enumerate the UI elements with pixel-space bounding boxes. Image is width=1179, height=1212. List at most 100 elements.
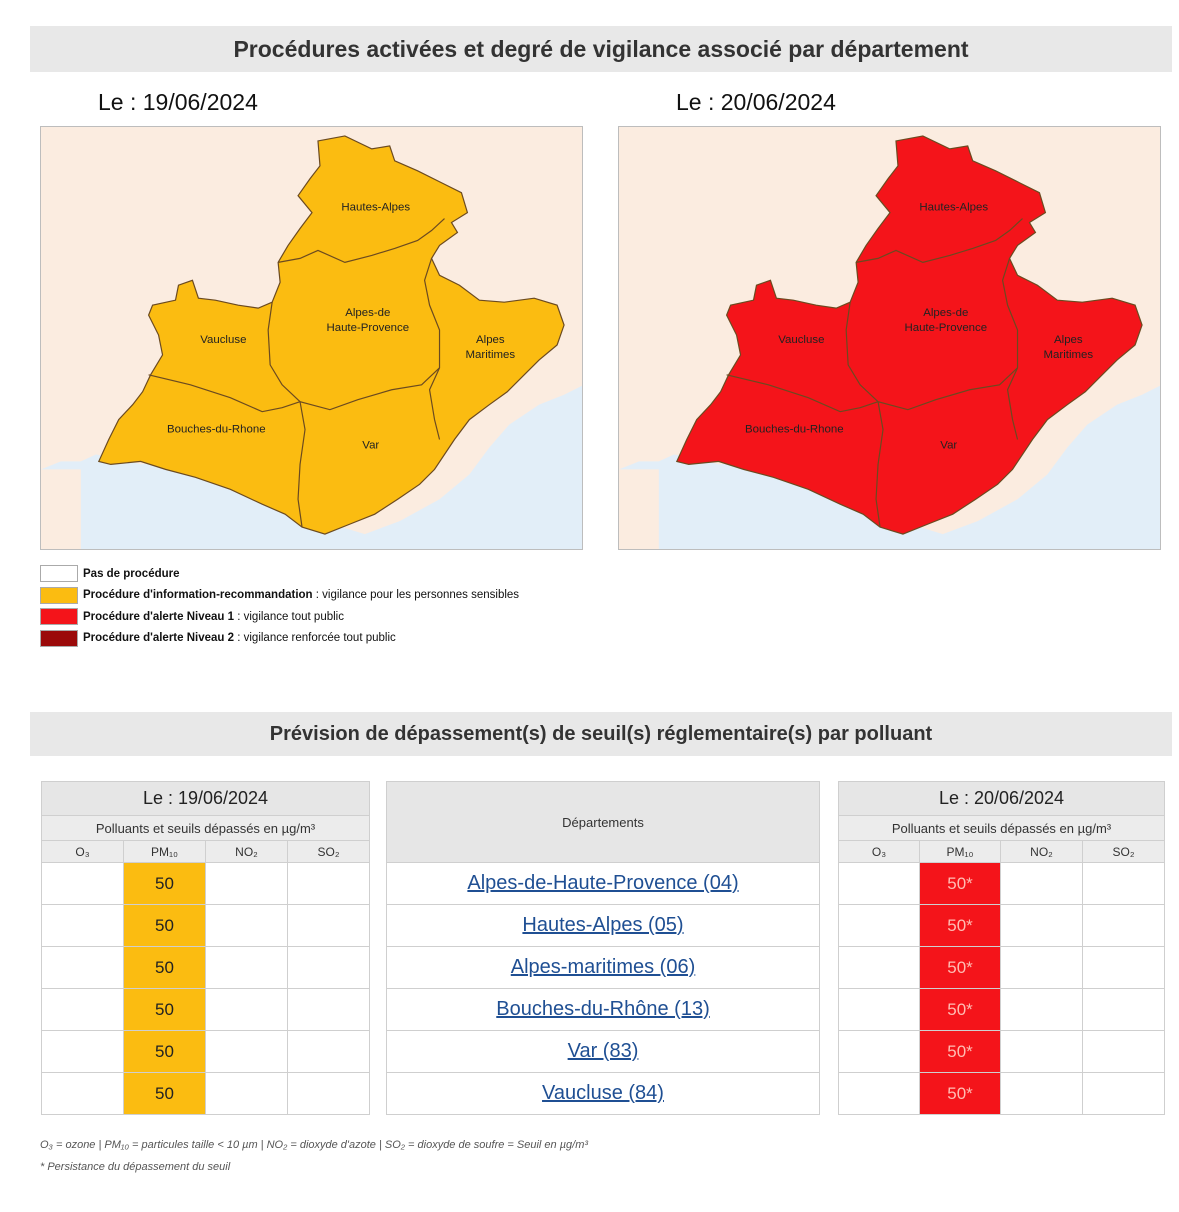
map2-date: Le : 20/06/2024 — [676, 89, 836, 115]
empty-cell — [1082, 862, 1165, 905]
table-row: 50* — [838, 862, 1165, 905]
empty-cell — [41, 904, 124, 947]
department-border — [267, 302, 440, 411]
department-border — [423, 258, 441, 440]
empty-cell — [41, 946, 124, 989]
empty-cell — [1082, 1072, 1165, 1115]
map-department-label: Alpes-de — [345, 307, 390, 319]
legend: Pas de procédure Procédure d'information… — [40, 563, 519, 649]
map-department-label: Alpes-de — [923, 307, 968, 319]
section-title-forecast: Prévision de dépassement(s) de seuil(s) … — [30, 712, 1172, 756]
empty-cell — [205, 946, 288, 989]
table-date: Le : 20/06/2024 — [838, 781, 1165, 816]
empty-cell — [1000, 988, 1083, 1031]
department-link[interactable]: Alpes-de-Haute-Provence (04) — [467, 872, 739, 894]
empty-cell — [41, 988, 124, 1031]
table-date: Le : 19/06/2024 — [41, 781, 370, 816]
table-row: 50 — [41, 1072, 370, 1115]
legend-label: Procédure d'alerte Niveau 2 — [83, 632, 235, 645]
empty-cell — [205, 904, 288, 947]
region-shape — [97, 135, 565, 535]
footnote-units: O₃ = ozone | PM₁₀ = particules taille < … — [40, 1139, 589, 1151]
department-border — [856, 218, 1023, 263]
region-map: Hautes-Alpes Alpes-de Haute-Provence Vauclu… — [41, 127, 582, 549]
empty-cell — [1000, 946, 1083, 989]
sea-area — [41, 385, 582, 549]
department-border — [726, 374, 879, 413]
section-title-procedures: Procédures activées et degré de vigilanc… — [30, 26, 1172, 72]
empty-cell — [1082, 988, 1165, 1031]
legend-item-information: Procédure d'information-recommandation :… — [40, 585, 519, 607]
map-department-label: Var — [362, 439, 379, 451]
map-department-label: Maritimes — [1044, 349, 1094, 361]
legend-item-none: Pas de procédure — [40, 563, 519, 585]
legend-swatch — [40, 629, 78, 647]
pollutant-so2: SO₂ — [1082, 840, 1165, 863]
pm10-value: 50 — [123, 1030, 206, 1073]
department-link[interactable]: Bouches-du-Rhône (13) — [496, 998, 710, 1020]
empty-cell — [287, 988, 370, 1031]
pm10-value-text: 50* — [947, 873, 973, 893]
pm10-value: 50* — [919, 1072, 1001, 1115]
map-department-label: Haute-Provence — [326, 322, 409, 334]
empty-cell — [287, 862, 370, 905]
pm10-value: 50 — [123, 946, 206, 989]
pollutant-pm10: PM₁₀ — [123, 840, 206, 863]
map-department-label: Bouches-du-Rhone — [167, 424, 266, 436]
map-department-label: Hautes-Alpes — [919, 202, 988, 214]
map-department-label: Alpes — [1054, 334, 1083, 346]
department-cell: Hautes-Alpes (05) — [386, 904, 820, 947]
department-cell: Alpes-de-Haute-Provence (04) — [386, 862, 820, 905]
empty-cell — [1082, 1030, 1165, 1073]
pm10-value-text: 50* — [947, 1041, 973, 1061]
empty-cell — [41, 1072, 124, 1115]
pm10-value: 50* — [919, 904, 1001, 947]
pm10-value: 50* — [919, 862, 1001, 905]
empty-cell — [287, 1072, 370, 1115]
pm10-value: 50 — [123, 1072, 206, 1115]
legend-swatch — [40, 586, 78, 604]
legend-item-alert-1: Procédure d'alerte Niveau 1 : vigilance … — [40, 606, 519, 628]
pollutant-no2: NO₂ — [1000, 840, 1083, 863]
legend-label: Pas de procédure — [83, 567, 180, 580]
empty-cell — [41, 862, 124, 905]
department-border — [148, 374, 301, 413]
pm10-value-text: 50 — [155, 1041, 174, 1061]
table-row: 50* — [838, 904, 1165, 947]
department-cell: Bouches-du-Rhône (13) — [386, 988, 820, 1031]
table-departments: Départements Alpes-de-Haute-Provence (04… — [386, 781, 820, 1115]
department-border — [1001, 258, 1019, 440]
pm10-value: 50* — [919, 988, 1001, 1031]
map-20-06: Hautes-Alpes Alpes-de Haute-Provence Vauclu… — [618, 126, 1161, 550]
table-row: 50* — [838, 988, 1165, 1031]
department-border — [297, 401, 306, 528]
map-department-label: Bouches-du-Rhone — [745, 424, 844, 436]
department-border — [845, 302, 1018, 411]
department-link[interactable]: Vaucluse (84) — [542, 1082, 664, 1104]
map1-date: Le : 19/06/2024 — [98, 89, 258, 115]
map-department-label: Vaucluse — [200, 334, 246, 346]
empty-cell — [1000, 1030, 1083, 1073]
pm10-value-text: 50 — [155, 957, 174, 977]
pm10-value-text: 50 — [155, 915, 174, 935]
empty-cell — [205, 862, 288, 905]
department-cell: Vaucluse (84) — [386, 1072, 820, 1115]
department-cell: Alpes-maritimes (06) — [386, 946, 820, 989]
legend-text: : vigilance pour les personnes sensibles — [312, 589, 520, 602]
department-link[interactable]: Var (83) — [567, 1040, 639, 1062]
pm10-value: 50 — [123, 988, 206, 1031]
table-row: 50 — [41, 862, 370, 905]
department-link[interactable]: Hautes-Alpes (05) — [522, 914, 684, 936]
table-row: 50 — [41, 904, 370, 947]
department-link[interactable]: Alpes-maritimes (06) — [510, 956, 696, 978]
pm10-value-text: 50 — [155, 999, 174, 1019]
empty-cell — [838, 862, 920, 905]
legend-text: : vigilance tout public — [234, 610, 344, 623]
pm10-value: 50* — [919, 1030, 1001, 1073]
empty-cell — [205, 988, 288, 1031]
department-border — [278, 218, 445, 263]
table-row: 50 — [41, 988, 370, 1031]
sea-area — [619, 385, 1160, 549]
empty-cell — [838, 904, 920, 947]
empty-cell — [287, 904, 370, 947]
